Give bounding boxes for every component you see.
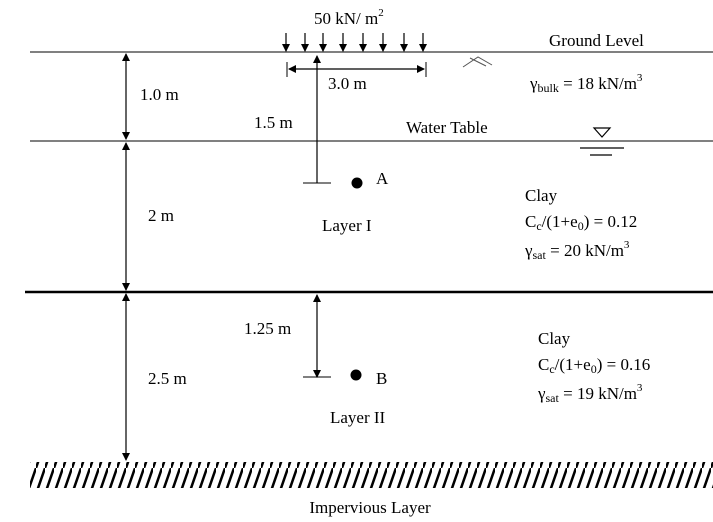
water-table-icon <box>580 127 624 156</box>
load-arrows <box>282 33 427 52</box>
depth-a-label: 1.5 m <box>254 113 293 132</box>
load-label: 50 kN/ m2 <box>314 7 384 28</box>
ground-surface-icon <box>462 56 493 68</box>
point-a-marker <box>351 177 363 189</box>
layer1-properties: Clay Cc/(1+e0) = 0.12 γsat = 20 kN/m3 <box>524 186 637 262</box>
point-a-label: A <box>376 169 389 188</box>
layer2-properties: Clay Cc/(1+e0) = 0.16 γsat = 19 kN/m3 <box>537 329 650 405</box>
top-layer-thickness: 1.0 m <box>140 85 179 104</box>
impervious-layer-label: Impervious Layer <box>309 498 431 517</box>
ground-level-label: Ground Level <box>549 31 644 50</box>
layer2-thickness: 2.5 m <box>148 369 187 388</box>
layer2-name: Layer II <box>330 408 386 427</box>
layer1-name: Layer I <box>322 216 372 235</box>
water-table-label: Water Table <box>406 118 488 137</box>
layer1-thickness: 2 m <box>148 206 174 225</box>
impervious-hatch <box>30 462 713 488</box>
svg-text:γsat = 19 kN/m3: γsat = 19 kN/m3 <box>537 382 643 405</box>
svg-text:γsat = 20 kN/m3: γsat = 20 kN/m3 <box>524 239 630 262</box>
load-width-label: 3.0 m <box>328 74 367 93</box>
svg-text:Cc/(1+e0) = 0.16: Cc/(1+e0) = 0.16 <box>538 355 650 376</box>
top-layer-unit-weight: γbulk = 18 kN/m3 <box>529 72 643 95</box>
point-b-marker <box>350 369 362 381</box>
point-b-label: B <box>376 369 387 388</box>
depth-b-label: 1.25 m <box>244 319 291 338</box>
svg-text:Clay: Clay <box>538 329 571 348</box>
svg-text:Cc/(1+e0) = 0.12: Cc/(1+e0) = 0.12 <box>525 212 637 233</box>
svg-text:Clay: Clay <box>525 186 558 205</box>
